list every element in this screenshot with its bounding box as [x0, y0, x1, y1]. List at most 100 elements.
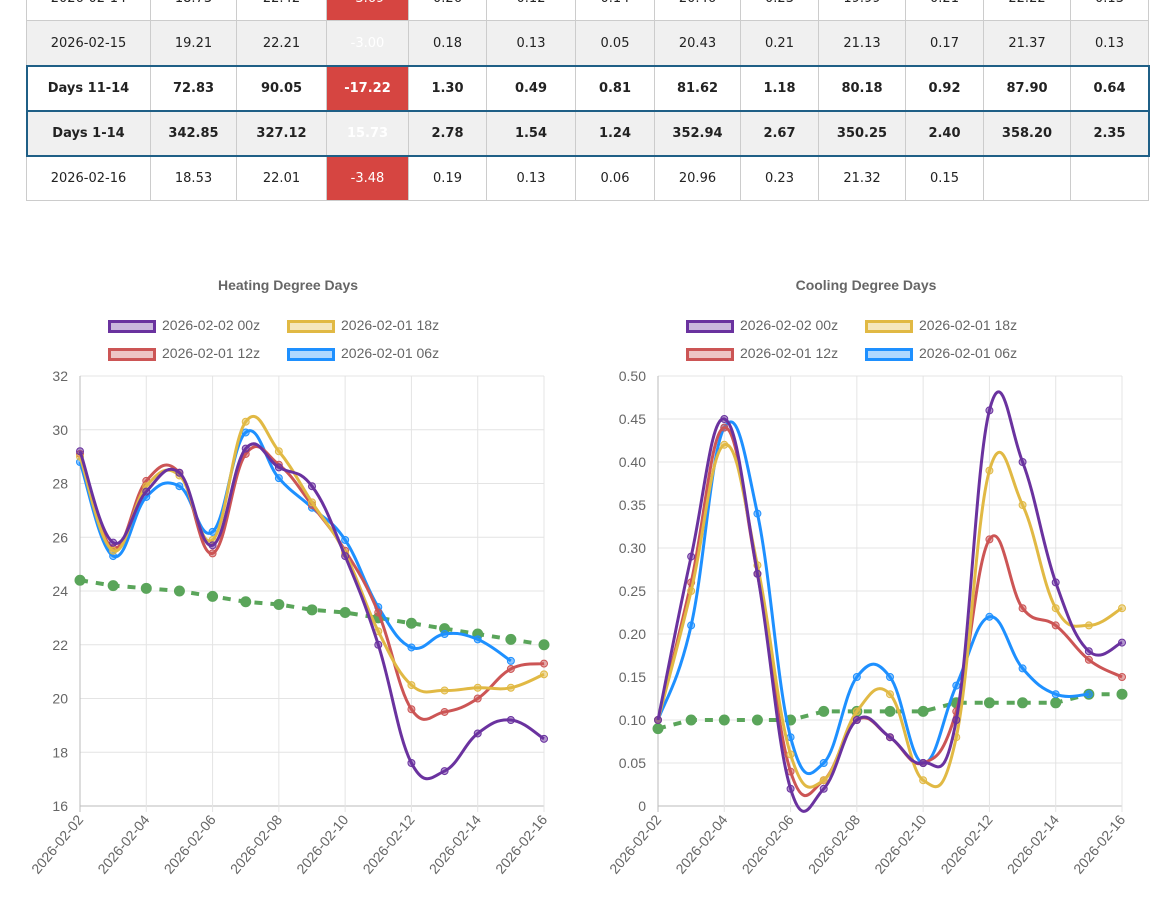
data-point[interactable] — [818, 705, 830, 717]
data-point[interactable] — [473, 729, 482, 738]
data-point[interactable] — [142, 487, 151, 496]
data-point[interactable] — [1051, 604, 1060, 613]
data-point[interactable] — [1084, 621, 1093, 630]
data-point[interactable] — [407, 705, 416, 714]
data-point[interactable] — [473, 683, 482, 692]
data-point[interactable] — [886, 690, 894, 699]
data-point[interactable] — [1118, 673, 1126, 681]
data-point[interactable] — [1018, 458, 1027, 466]
data-point[interactable] — [140, 582, 152, 594]
data-point[interactable] — [1118, 638, 1126, 647]
data-point[interactable] — [241, 417, 250, 426]
data-point[interactable] — [886, 673, 894, 681]
data-point[interactable] — [1051, 621, 1060, 630]
data-point[interactable] — [819, 759, 828, 767]
data-point[interactable] — [538, 639, 550, 651]
data-point[interactable] — [540, 734, 548, 743]
data-point[interactable] — [241, 444, 250, 453]
data-point[interactable] — [1118, 604, 1126, 613]
data-point[interactable] — [751, 714, 763, 726]
data-point[interactable] — [852, 673, 861, 681]
data-point[interactable] — [985, 535, 994, 544]
data-point[interactable] — [819, 776, 828, 785]
data-point[interactable] — [852, 707, 861, 716]
data-point[interactable] — [440, 630, 449, 638]
data-point[interactable] — [405, 617, 417, 629]
data-point[interactable] — [753, 509, 762, 518]
data-point[interactable] — [819, 784, 828, 793]
data-point[interactable] — [440, 707, 449, 716]
data-point[interactable] — [652, 723, 664, 735]
data-point[interactable] — [1116, 688, 1128, 700]
legend-item[interactable]: 2026-02-01 06z — [287, 345, 439, 361]
data-point[interactable] — [109, 538, 118, 547]
data-point[interactable] — [886, 733, 894, 742]
legend-item[interactable]: 2026-02-01 12z — [686, 345, 838, 361]
data-point[interactable] — [919, 776, 928, 785]
data-point[interactable] — [685, 714, 697, 726]
data-point[interactable] — [983, 697, 995, 709]
data-point[interactable] — [306, 604, 318, 616]
data-point[interactable] — [308, 482, 316, 491]
legend-item[interactable]: 2026-02-01 18z — [287, 317, 439, 333]
data-point[interactable] — [1017, 697, 1029, 709]
data-point[interactable] — [1018, 604, 1027, 613]
data-point[interactable] — [985, 466, 994, 475]
data-point[interactable] — [852, 716, 861, 724]
data-point[interactable] — [440, 686, 449, 695]
data-point[interactable] — [240, 596, 252, 608]
data-point[interactable] — [208, 549, 217, 558]
data-point[interactable] — [1084, 647, 1093, 656]
data-point[interactable] — [720, 440, 729, 449]
data-point[interactable] — [1084, 655, 1093, 664]
data-point[interactable] — [506, 716, 515, 724]
data-point[interactable] — [506, 656, 515, 665]
data-point[interactable] — [341, 535, 350, 544]
data-point[interactable] — [241, 428, 250, 437]
data-point[interactable] — [505, 633, 517, 645]
data-point[interactable] — [74, 574, 86, 586]
data-point[interactable] — [473, 635, 482, 644]
data-point[interactable] — [339, 607, 351, 618]
legend-item[interactable]: 2026-02-01 12z — [108, 345, 260, 361]
data-point[interactable] — [440, 767, 449, 776]
data-point[interactable] — [1050, 697, 1062, 709]
data-point[interactable] — [175, 482, 184, 491]
data-point[interactable] — [273, 598, 285, 610]
data-point[interactable] — [407, 681, 416, 690]
data-point[interactable] — [274, 447, 283, 456]
data-point[interactable] — [718, 714, 730, 726]
data-point[interactable] — [540, 670, 548, 679]
data-point[interactable] — [786, 784, 795, 793]
data-point[interactable] — [407, 643, 416, 652]
legend-item[interactable]: 2026-02-01 06z — [865, 345, 1017, 361]
legend-item[interactable]: 2026-02-02 00z — [108, 317, 260, 333]
data-point[interactable] — [654, 716, 662, 724]
data-point[interactable] — [308, 498, 316, 507]
data-point[interactable] — [274, 463, 283, 472]
data-point[interactable] — [687, 587, 696, 595]
legend-item[interactable]: 2026-02-02 00z — [686, 317, 838, 333]
data-point[interactable] — [173, 585, 185, 597]
data-point[interactable] — [109, 546, 118, 555]
data-point[interactable] — [919, 759, 928, 767]
data-point[interactable] — [341, 552, 350, 561]
data-point[interactable] — [687, 621, 696, 630]
data-point[interactable] — [1051, 578, 1060, 587]
data-point[interactable] — [985, 406, 994, 415]
data-point[interactable] — [753, 569, 762, 578]
data-point[interactable] — [374, 608, 383, 617]
data-point[interactable] — [208, 541, 217, 550]
data-point[interactable] — [540, 659, 548, 668]
data-point[interactable] — [720, 423, 729, 432]
data-point[interactable] — [884, 705, 896, 717]
legend-item[interactable]: 2026-02-01 18z — [865, 317, 1017, 333]
data-point[interactable] — [207, 590, 219, 602]
data-point[interactable] — [76, 447, 84, 456]
data-point[interactable] — [506, 664, 515, 673]
data-point[interactable] — [274, 474, 283, 483]
data-point[interactable] — [175, 468, 184, 477]
data-point[interactable] — [374, 640, 383, 649]
data-point[interactable] — [1051, 690, 1060, 699]
data-point[interactable] — [1018, 501, 1027, 509]
